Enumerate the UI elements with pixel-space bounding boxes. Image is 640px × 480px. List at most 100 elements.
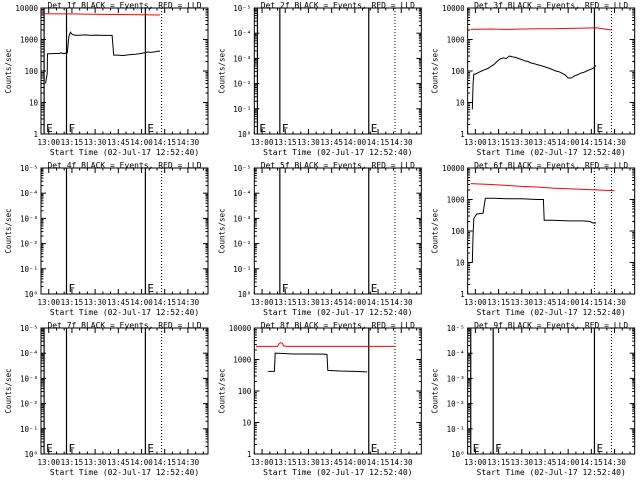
series-events-black bbox=[45, 31, 161, 84]
x-axis-label: Start Time (02-Jul-17 12:52:40) bbox=[50, 308, 199, 317]
panel-det-8: Det 8f BLACK = Events, RED = LLD 1 10 100 10… bbox=[217, 321, 422, 477]
marker-label: E bbox=[473, 442, 480, 455]
panel-det-5: Det 5f BLACK = Events, RED = LLD 10⁰ 10⁻¹ 1… bbox=[217, 161, 422, 317]
x-tick-label: 13:15 bbox=[487, 298, 510, 307]
panel-det-4: Det 4f BLACK = Events, RED = LLD 10⁰ 10⁻¹ 1… bbox=[4, 161, 209, 317]
marker-label: E bbox=[259, 122, 266, 135]
chart-title: Det 5f BLACK = Events, RED = LLD bbox=[261, 161, 415, 170]
x-tick-label: 13:30 bbox=[84, 138, 107, 147]
y-tick-label: 10 bbox=[456, 259, 466, 268]
x-tick-label: 13:00 bbox=[37, 298, 60, 307]
x-tick-label: 14:15 bbox=[153, 458, 176, 467]
y-tick-label: 10 bbox=[242, 419, 252, 428]
chart-title: Det 9f BLACK = Events, RED = LLD bbox=[474, 321, 628, 330]
y-tick-label: 1 bbox=[247, 450, 252, 459]
x-tick-label: 13:00 bbox=[464, 298, 487, 307]
marker-label: E bbox=[371, 122, 378, 135]
y-axis-label: Counts/sec bbox=[4, 368, 13, 413]
series-events-black bbox=[268, 352, 368, 373]
y-tick-label: 10⁻⁴ bbox=[20, 349, 38, 358]
x-tick-label: 13:45 bbox=[534, 298, 557, 307]
x-tick-label: 14:30 bbox=[177, 138, 200, 147]
series-events-black bbox=[471, 197, 596, 263]
y-tick-label: 10⁻² bbox=[20, 240, 38, 249]
y-tick-label: 10⁰ bbox=[451, 450, 465, 459]
x-tick-label: 14:15 bbox=[153, 298, 176, 307]
x-tick-label: 13:15 bbox=[274, 138, 297, 147]
y-axis-label: Counts/sec bbox=[4, 208, 13, 253]
marker-label: E bbox=[147, 122, 154, 135]
y-tick-label: 1000 bbox=[233, 356, 252, 365]
y-tick-label: 10⁻³ bbox=[233, 214, 251, 223]
y-tick-label: 100 bbox=[238, 387, 252, 396]
y-tick-label: 10⁻⁵ bbox=[447, 324, 465, 333]
marker-label: F bbox=[69, 442, 76, 455]
y-tick-label: 10⁻¹ bbox=[233, 265, 251, 274]
x-tick-label: 14:00 bbox=[130, 298, 153, 307]
x-tick-label: 14:30 bbox=[177, 298, 200, 307]
x-axis-label: Start Time (02-Jul-17 12:52:40) bbox=[263, 308, 412, 317]
x-tick-label: 13:30 bbox=[84, 298, 107, 307]
x-tick-label: 13:30 bbox=[510, 458, 533, 467]
x-tick-label: 14:00 bbox=[130, 138, 153, 147]
marker-label: E bbox=[596, 442, 603, 455]
panel-det-1: Det 1f BLACK = Events, RED = LLD 1 10 100 10… bbox=[4, 1, 209, 157]
series-lld-red bbox=[470, 183, 615, 192]
y-tick-label: 100 bbox=[24, 67, 38, 76]
y-tick-label: 10⁰ bbox=[24, 290, 38, 299]
plot-frame bbox=[253, 7, 422, 135]
y-tick-label: 100 bbox=[451, 227, 465, 236]
x-tick-label: 14:30 bbox=[603, 458, 626, 467]
x-tick-label: 13:00 bbox=[251, 138, 274, 147]
y-tick-label: 10⁻⁴ bbox=[233, 29, 251, 38]
x-tick-label: 13:45 bbox=[107, 458, 130, 467]
y-tick-label: 10⁻³ bbox=[20, 214, 38, 223]
y-tick-label: 10⁻⁵ bbox=[233, 164, 251, 173]
x-tick-label: 13:15 bbox=[274, 298, 297, 307]
marker-label: F bbox=[282, 282, 289, 295]
x-tick-label: 13:15 bbox=[61, 138, 84, 147]
x-axis-label: Start Time (02-Jul-17 12:52:40) bbox=[50, 468, 199, 477]
marker-label: F bbox=[69, 282, 76, 295]
y-tick-label: 10⁻⁴ bbox=[233, 189, 251, 198]
y-tick-label: 10⁰ bbox=[238, 290, 252, 299]
panel-det-3: Det 3f BLACK = Events, RED = LLD 1 10 100 10… bbox=[431, 1, 636, 157]
x-tick-label: 13:45 bbox=[320, 298, 343, 307]
x-axis-label: Start Time (02-Jul-17 12:52:40) bbox=[263, 468, 412, 477]
marker-label: F bbox=[69, 122, 76, 135]
x-tick-label: 13:00 bbox=[464, 458, 487, 467]
series-lld-red bbox=[42, 13, 161, 16]
y-axis-label: Counts/sec bbox=[217, 368, 226, 413]
x-tick-label: 13:00 bbox=[251, 458, 274, 467]
y-tick-label: 1000 bbox=[447, 36, 466, 45]
y-tick-label: 1000 bbox=[447, 196, 466, 205]
x-tick-label: 14:00 bbox=[557, 298, 580, 307]
y-tick-label: 10000 bbox=[229, 324, 252, 333]
chart-title: Det 3f BLACK = Events, RED = LLD bbox=[474, 1, 628, 10]
plot-frame bbox=[40, 167, 209, 295]
x-axis-label: Start Time (02-Jul-17 12:52:40) bbox=[50, 148, 199, 157]
x-tick-label: 13:45 bbox=[107, 298, 130, 307]
y-tick-label: 10⁻¹ bbox=[20, 265, 38, 274]
x-tick-label: 14:00 bbox=[344, 458, 367, 467]
x-tick-label: 13:45 bbox=[320, 138, 343, 147]
y-tick-label: 10⁻³ bbox=[447, 374, 465, 383]
marker-label: E bbox=[596, 122, 603, 135]
x-tick-label: 14:15 bbox=[367, 298, 390, 307]
plot-frame bbox=[467, 7, 636, 135]
panel-det-6: Det 6f BLACK = Events, RED = LLD 1 10 100 10… bbox=[431, 161, 636, 317]
x-tick-label: 14:00 bbox=[130, 458, 153, 467]
y-tick-label: 1000 bbox=[20, 36, 39, 45]
y-tick-label: 10⁻¹ bbox=[233, 105, 251, 114]
x-tick-label: 14:30 bbox=[603, 138, 626, 147]
x-axis-label: Start Time (02-Jul-17 12:52:40) bbox=[263, 148, 412, 157]
y-tick-label: 1 bbox=[33, 130, 38, 139]
x-tick-label: 13:45 bbox=[534, 458, 557, 467]
x-tick-label: 13:30 bbox=[297, 458, 320, 467]
series-lld-red bbox=[255, 342, 395, 347]
y-tick-label: 10⁰ bbox=[24, 450, 38, 459]
x-tick-label: 14:15 bbox=[580, 138, 603, 147]
series-lld-red bbox=[470, 27, 612, 31]
x-tick-label: 14:15 bbox=[367, 138, 390, 147]
